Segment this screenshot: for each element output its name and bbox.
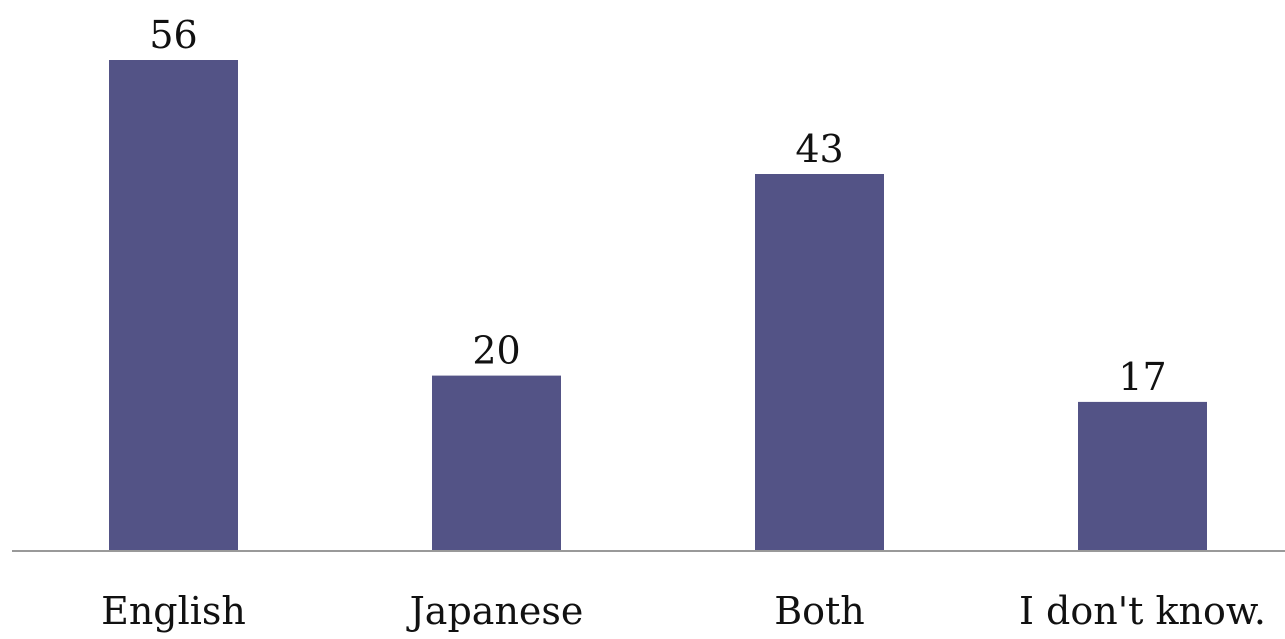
- value-label-i-dont-know: 17: [1118, 355, 1166, 399]
- bars-group: [109, 60, 1207, 551]
- category-label-japanese: Japanese: [406, 589, 584, 633]
- value-label-english: 56: [149, 13, 197, 57]
- category-labels-group: English Japanese Both I don't know.: [101, 589, 1266, 633]
- value-labels-group: 56 20 43 17: [149, 13, 1166, 399]
- category-label-english: English: [101, 589, 246, 633]
- bar-both: [755, 174, 884, 551]
- category-label-both: Both: [774, 589, 865, 633]
- bar-i-dont-know: [1078, 401, 1207, 551]
- bar-english: [109, 60, 238, 551]
- category-label-i-dont-know: I don't know.: [1019, 589, 1266, 633]
- value-label-both: 43: [795, 127, 843, 171]
- bar-japanese: [432, 375, 561, 551]
- value-label-japanese: 20: [472, 329, 520, 373]
